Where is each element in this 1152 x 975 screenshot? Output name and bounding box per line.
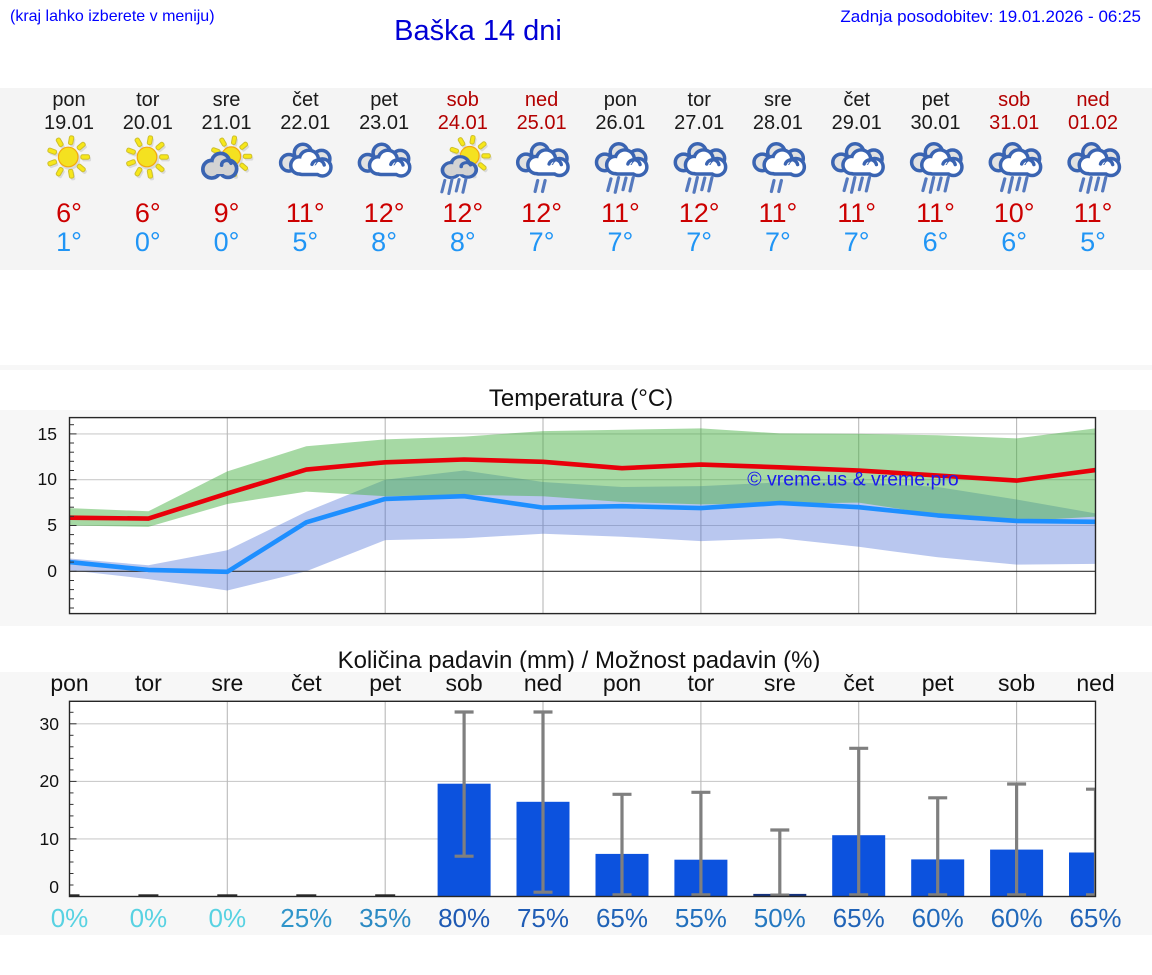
svg-text:© vreme.us & vreme.pro: © vreme.us & vreme.pro [747,468,959,490]
